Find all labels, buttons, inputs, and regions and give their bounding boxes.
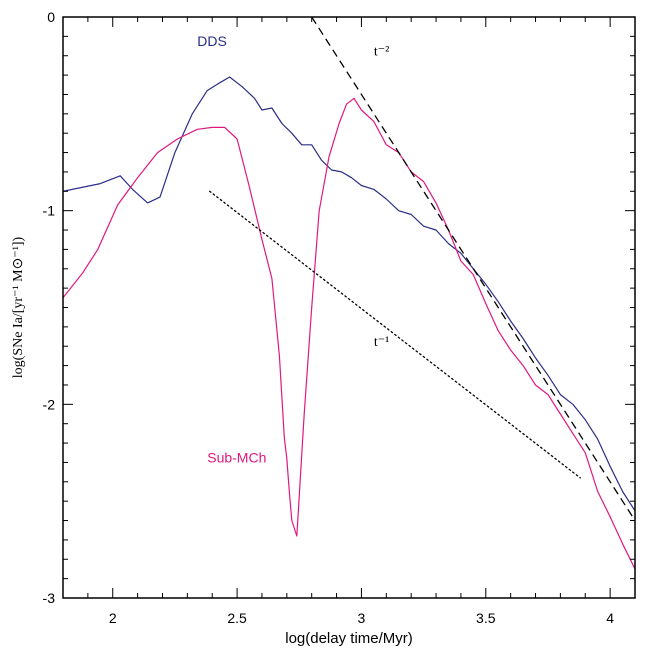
x-tick-label: 3 — [358, 610, 366, 626]
series-line-sub-mch — [63, 98, 635, 569]
series-line-t- — [312, 17, 635, 521]
y-axis-label: log(SNe Ia/[yr⁻¹ M⊙⁻¹]) — [11, 236, 26, 378]
ticks — [63, 17, 635, 598]
x-axis-label: log(delay time/Myr) — [285, 630, 413, 647]
annotations: DDS Sub-MCh t⁻² t⁻¹ — [197, 33, 389, 465]
y-tick-label: -2 — [43, 396, 56, 412]
annotation-t-: t⁻² — [374, 45, 389, 60]
x-tick-label: 2 — [109, 610, 117, 626]
annotation-t-: t⁻¹ — [374, 335, 389, 350]
x-tick-label: 3.5 — [476, 610, 496, 626]
tick-labels: 2 2.5 3 3.5 4 0 -1 -2 -3 — [43, 9, 615, 626]
annotation-dds: DDS — [197, 33, 227, 49]
y-tick-label: -3 — [43, 590, 56, 606]
x-tick-label: 4 — [606, 610, 614, 626]
series-line-t- — [210, 191, 581, 478]
plot-area — [63, 17, 635, 569]
y-tick-label: 0 — [47, 9, 55, 25]
y-tick-label: -1 — [43, 203, 56, 219]
annotation-sub-mch: Sub-MCh — [207, 449, 266, 465]
series-line-dds — [63, 77, 635, 511]
x-tick-label: 2.5 — [227, 610, 247, 626]
plot-frame — [63, 17, 635, 598]
